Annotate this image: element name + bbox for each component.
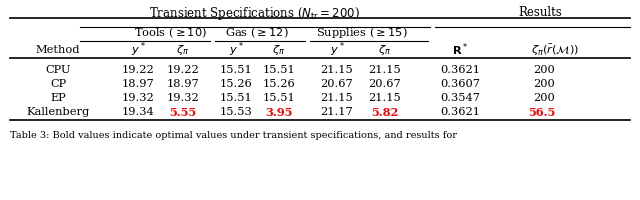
Text: Kallenberg: Kallenberg xyxy=(26,107,90,117)
Text: 21.15: 21.15 xyxy=(369,65,401,75)
Text: $\zeta_\pi$: $\zeta_\pi$ xyxy=(273,43,285,57)
Text: 18.97: 18.97 xyxy=(122,79,154,89)
Text: Method: Method xyxy=(36,45,80,55)
Text: 19.32: 19.32 xyxy=(122,93,154,103)
Text: 0.3547: 0.3547 xyxy=(440,93,480,103)
Text: 0.3621: 0.3621 xyxy=(440,65,480,75)
Text: 15.26: 15.26 xyxy=(220,79,252,89)
Text: 200: 200 xyxy=(533,79,555,89)
Text: 5.82: 5.82 xyxy=(371,107,399,118)
Text: $y^*$: $y^*$ xyxy=(330,41,344,59)
Text: 15.51: 15.51 xyxy=(262,65,296,75)
Text: 200: 200 xyxy=(533,65,555,75)
Text: Tools ($\geq 10$): Tools ($\geq 10$) xyxy=(134,26,207,40)
Text: $\zeta_\pi$: $\zeta_\pi$ xyxy=(177,43,189,57)
Text: CPU: CPU xyxy=(45,65,71,75)
Text: 15.51: 15.51 xyxy=(262,93,296,103)
Text: Transient Specifications ($N_{\mathrm{tr}} = 200$): Transient Specifications ($N_{\mathrm{tr… xyxy=(149,4,360,21)
Text: Table 3: Bold values indicate optimal values under transient specifications, and: Table 3: Bold values indicate optimal va… xyxy=(10,131,457,140)
Text: 21.15: 21.15 xyxy=(369,93,401,103)
Text: $y^*$: $y^*$ xyxy=(131,41,145,59)
Text: CP: CP xyxy=(50,79,66,89)
Text: 15.26: 15.26 xyxy=(262,79,296,89)
Text: $\mathbf{R}^*$: $\mathbf{R}^*$ xyxy=(452,42,468,58)
Text: 21.17: 21.17 xyxy=(321,107,353,117)
Text: 56.5: 56.5 xyxy=(528,107,555,118)
Text: 15.51: 15.51 xyxy=(220,93,252,103)
Text: 18.97: 18.97 xyxy=(166,79,200,89)
Text: Gas ($\geq 12$): Gas ($\geq 12$) xyxy=(225,26,289,40)
Text: 19.34: 19.34 xyxy=(122,107,154,117)
Text: 15.53: 15.53 xyxy=(220,107,252,117)
Text: 19.22: 19.22 xyxy=(122,65,154,75)
Text: 0.3607: 0.3607 xyxy=(440,79,480,89)
Text: 200: 200 xyxy=(533,93,555,103)
Text: 3.95: 3.95 xyxy=(266,107,292,118)
Text: 0.3621: 0.3621 xyxy=(440,107,480,117)
Text: Results: Results xyxy=(518,6,562,20)
Text: 19.22: 19.22 xyxy=(166,65,200,75)
Text: Supplies ($\geq 15$): Supplies ($\geq 15$) xyxy=(316,25,408,40)
Text: EP: EP xyxy=(50,93,66,103)
Text: $y^*$: $y^*$ xyxy=(228,41,243,59)
Text: $\zeta_\pi$: $\zeta_\pi$ xyxy=(378,43,392,57)
Text: 15.51: 15.51 xyxy=(220,65,252,75)
Text: 20.67: 20.67 xyxy=(321,79,353,89)
Text: 20.67: 20.67 xyxy=(369,79,401,89)
Text: 21.15: 21.15 xyxy=(321,93,353,103)
Text: 5.55: 5.55 xyxy=(170,107,196,118)
Text: 21.15: 21.15 xyxy=(321,65,353,75)
Text: 19.32: 19.32 xyxy=(166,93,200,103)
Text: $\zeta_\pi(\bar{r}(\mathcal{M}))$: $\zeta_\pi(\bar{r}(\mathcal{M}))$ xyxy=(531,42,579,58)
